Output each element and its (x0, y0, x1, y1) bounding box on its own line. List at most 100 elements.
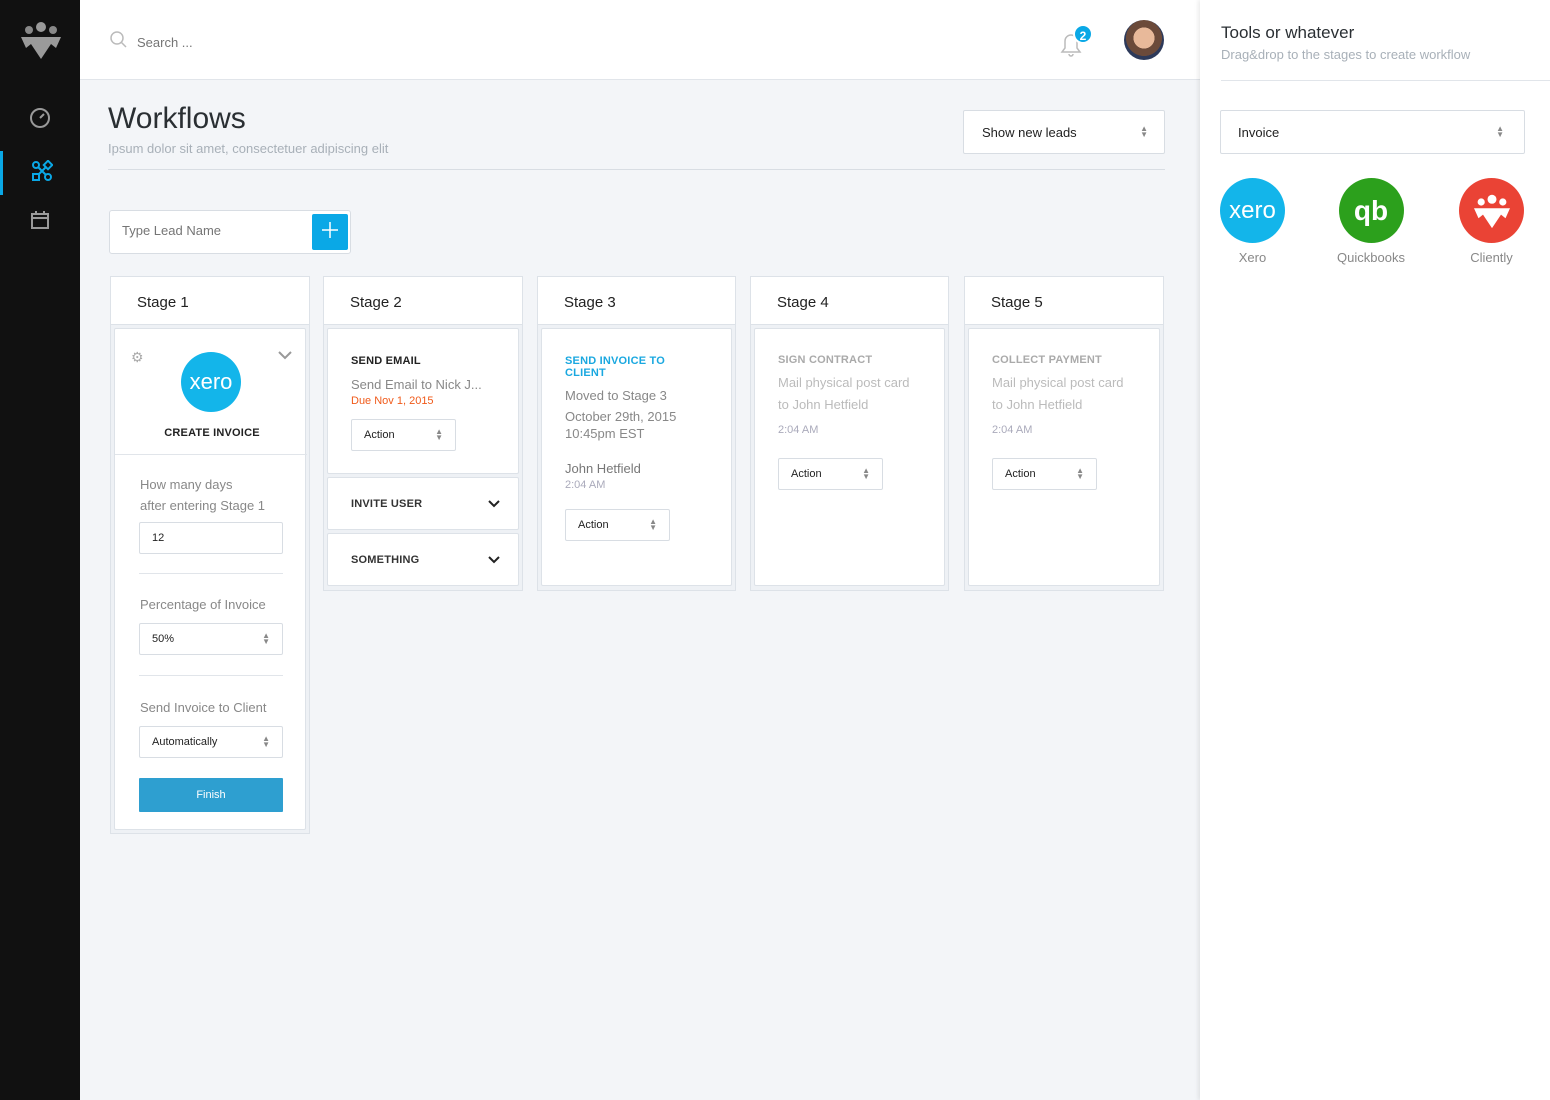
card-time: 10:45pm EST (565, 426, 645, 441)
top-header: 2 (80, 0, 1200, 80)
sort-arrows-icon: ▲ ▼ (1140, 124, 1148, 139)
tool-quickbooks[interactable]: qb Quickbooks (1326, 178, 1416, 265)
lead-name: John Hetfield (565, 461, 641, 476)
select-value: Invoice (1238, 124, 1280, 140)
nav-calendar[interactable] (0, 200, 80, 244)
select-value: Show new leads (982, 124, 1077, 140)
workflow-card[interactable]: SIGN CONTRACT Mail physical post card to… (754, 328, 945, 586)
tool-label: Cliently (1470, 250, 1513, 265)
stage-column-2: Stage 2 SEND EMAIL Send Email to Nick J.… (323, 276, 523, 591)
stage-title: Stage 1 (111, 277, 309, 325)
chevron-down-icon[interactable] (278, 347, 292, 365)
days-input[interactable]: 12 (139, 522, 283, 554)
lead-name-form (109, 210, 351, 254)
stage-column-1: Stage 1 ⚙ xero CREATE INVOICE How many d… (110, 276, 310, 834)
timestamp: 2:04 AM (992, 424, 1033, 436)
nav-dashboard[interactable] (0, 98, 80, 142)
card-date: October 29th, 2015 (565, 409, 677, 424)
card-title: INVITE USER (351, 497, 423, 510)
divider (108, 169, 1165, 170)
leads-filter-select[interactable]: Show new leads ▲ ▼ (963, 110, 1165, 154)
stage-title: Stage 3 (538, 277, 735, 325)
stage-title: Stage 2 (324, 277, 522, 325)
divider (1221, 80, 1550, 81)
divider (115, 454, 307, 455)
app-logo[interactable] (20, 20, 62, 65)
sort-arrows-icon: ▲ ▼ (649, 517, 657, 532)
sort-arrows-icon: ▲ ▼ (1076, 466, 1084, 481)
lead-name-input[interactable] (122, 223, 302, 238)
field-label: after entering Stage 1 (140, 498, 266, 513)
card-text: to John Hetfield (778, 397, 869, 412)
sort-arrows-icon: ▲ ▼ (1496, 124, 1504, 139)
field-label: How many days (140, 477, 233, 492)
card-title: SOMETHING (351, 553, 420, 566)
workflow-card[interactable]: COLLECT PAYMENT Mail physical post card … (968, 328, 1160, 586)
quickbooks-logo: qb (1338, 178, 1404, 243)
nav-workflows[interactable] (0, 151, 80, 195)
stage-title: Stage 4 (751, 277, 948, 325)
action-select[interactable]: Action ▲ ▼ (351, 419, 456, 451)
workflow-icon (31, 158, 54, 187)
panel-subtitle: Drag&drop to the stages to create workfl… (1221, 47, 1471, 62)
search-input[interactable] (137, 34, 337, 50)
card-text: to John Hetfield (992, 397, 1083, 412)
user-avatar[interactable] (1124, 20, 1164, 60)
plus-icon (322, 221, 338, 243)
gear-icon[interactable]: ⚙ (131, 349, 144, 365)
send-invoice-select[interactable]: Automatically ▲ ▼ (139, 726, 283, 758)
add-lead-button[interactable] (312, 214, 348, 250)
timestamp: 2:04 AM (778, 424, 819, 436)
logo-text: qb (1353, 194, 1389, 226)
tool-cliently[interactable]: Cliently (1454, 178, 1529, 265)
select-value: Action (364, 429, 395, 441)
search-box[interactable] (110, 31, 337, 53)
select-value: Action (578, 519, 609, 531)
percentage-select[interactable]: 50% ▲ ▼ (139, 623, 283, 655)
tool-label: Xero (1238, 250, 1267, 265)
collapsed-card[interactable]: SOMETHING (327, 533, 519, 586)
logo-text: xero (1229, 196, 1276, 224)
card-title: CREATE INVOICE (164, 427, 260, 439)
workflow-card[interactable]: ⚙ xero CREATE INVOICE How many days after… (114, 328, 307, 830)
field-label: Send Invoice to Client (140, 700, 267, 715)
finish-button[interactable]: Finish (139, 778, 283, 812)
stage-column-5: Stage 5 COLLECT PAYMENT Mail physical po… (964, 276, 1164, 591)
due-date: Due Nov 1, 2015 (351, 395, 434, 407)
timestamp: 2:04 AM (565, 479, 606, 491)
stage-column-4: Stage 4 SIGN CONTRACT Mail physical post… (750, 276, 949, 591)
notification-badge: 2 (1073, 24, 1093, 44)
search-icon (110, 31, 127, 53)
chevron-down-icon[interactable] (488, 495, 500, 513)
input-value: 12 (152, 532, 165, 544)
action-select[interactable]: Action ▲ ▼ (565, 509, 670, 541)
card-title: SIGN CONTRACT (778, 354, 873, 366)
sort-arrows-icon: ▲ ▼ (435, 427, 443, 442)
card-text: Mail physical post card (778, 375, 910, 390)
page-title: Workflows (108, 102, 246, 135)
tool-category-select[interactable]: Invoice ▲ ▼ (1220, 110, 1525, 154)
xero-logo: xero (1220, 178, 1285, 243)
tool-xero[interactable]: xero Xero (1220, 178, 1285, 265)
sort-arrows-icon: ▲ ▼ (262, 631, 270, 646)
select-value: Action (791, 468, 822, 480)
workflow-card[interactable]: SEND INVOICE TO CLIENT Moved to Stage 3 … (541, 328, 732, 586)
action-select[interactable]: Action ▲ ▼ (778, 458, 883, 490)
collapsed-card[interactable]: INVITE USER (327, 477, 519, 530)
chevron-down-icon[interactable] (488, 551, 500, 569)
card-title: SEND EMAIL (351, 355, 421, 367)
notifications-button[interactable]: 2 (1058, 24, 1093, 63)
action-select[interactable]: Action ▲ ▼ (992, 458, 1097, 490)
bell-icon (1058, 34, 1084, 62)
sidebar (0, 0, 80, 1100)
speedometer-icon (29, 107, 51, 134)
select-value: 50% (152, 633, 175, 645)
tools-panel: Tools or whatever Drag&drop to the stage… (1200, 0, 1550, 1100)
card-text: Mail physical post card (992, 375, 1124, 390)
xero-logo: xero (181, 352, 241, 412)
workflow-card[interactable]: SEND EMAIL Send Email to Nick J... Due N… (327, 328, 519, 474)
panel-title: Tools or whatever (1221, 23, 1355, 42)
select-value: Automatically (152, 736, 218, 748)
calendar-icon (30, 210, 50, 235)
cliently-logo (1459, 178, 1524, 243)
